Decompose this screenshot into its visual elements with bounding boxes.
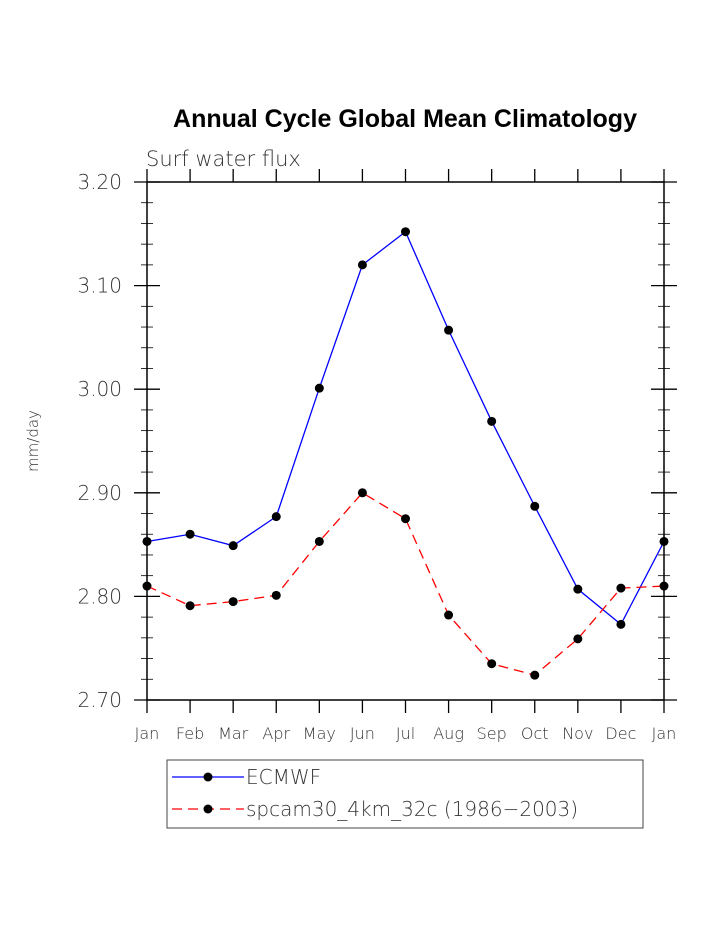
data-point-ecmwf [530, 501, 540, 511]
x-tick-label: Aug [433, 724, 464, 743]
data-point-spcam [357, 488, 367, 498]
legend-marker-spcam [203, 804, 213, 814]
x-tick-label: Jul [396, 724, 415, 743]
legend-box [166, 759, 644, 829]
chart-title: Annual Cycle Global Mean Climatology [173, 105, 637, 133]
data-point-spcam [573, 634, 583, 644]
data-point-ecmwf [616, 619, 626, 629]
data-point-ecmwf [659, 536, 669, 546]
data-point-ecmwf [444, 325, 454, 335]
y-tick-label: 2.80 [77, 584, 122, 608]
x-tick-label: Feb [176, 724, 204, 743]
data-point-spcam [616, 583, 626, 593]
data-point-spcam [228, 597, 238, 607]
y-tick-label: 2.70 [77, 688, 122, 712]
x-tick-label: Jan [652, 724, 677, 743]
data-point-ecmwf [185, 529, 195, 539]
legend-marker-ecmwf [203, 772, 213, 782]
data-point-spcam [271, 590, 281, 600]
x-tick-label: May [303, 724, 336, 743]
data-point-spcam [444, 610, 454, 620]
data-point-spcam [659, 581, 669, 591]
data-point-ecmwf [228, 541, 238, 551]
data-point-ecmwf [142, 536, 152, 546]
chart-subtitle: Surf water flux [146, 147, 301, 171]
x-tick-label: Jun [350, 724, 375, 743]
data-point-spcam [185, 601, 195, 611]
data-point-ecmwf [487, 416, 497, 426]
x-tick-label: Apr [262, 724, 290, 743]
data-point-spcam [530, 670, 540, 680]
y-tick-label: 3.00 [77, 377, 122, 401]
data-point-ecmwf [271, 512, 281, 522]
legend-label-ecmwf: ECMWF [246, 765, 321, 789]
plot-frame [146, 181, 665, 701]
data-point-spcam [314, 536, 324, 546]
data-point-ecmwf [401, 227, 410, 237]
data-point-ecmwf [314, 383, 324, 393]
legend: ECMWF spcam30_4km_32c (1986−2003) [166, 759, 644, 829]
x-tick-label: Sep [477, 724, 507, 743]
data-point-ecmwf [573, 584, 583, 594]
y-tick-label: 2.90 [77, 481, 122, 505]
data-point-spcam [142, 581, 152, 591]
y-axis-label: mm/day [24, 410, 42, 472]
series-line-ecmwf [146, 230, 665, 626]
y-tick-label: 3.20 [77, 170, 122, 194]
data-point-spcam [487, 659, 497, 669]
x-tick-label: Dec [605, 724, 636, 743]
legend-label-spcam: spcam30_4km_32c (1986−2003) [246, 797, 578, 821]
data-point-ecmwf [357, 260, 367, 270]
data-point-spcam [401, 514, 410, 524]
x-tick-label: Oct [521, 724, 549, 743]
x-tick-label: Mar [218, 724, 249, 743]
x-tick-label: Jan [135, 724, 160, 743]
x-tick-label: Nov [562, 724, 593, 743]
y-tick-label: 3.10 [77, 274, 122, 298]
